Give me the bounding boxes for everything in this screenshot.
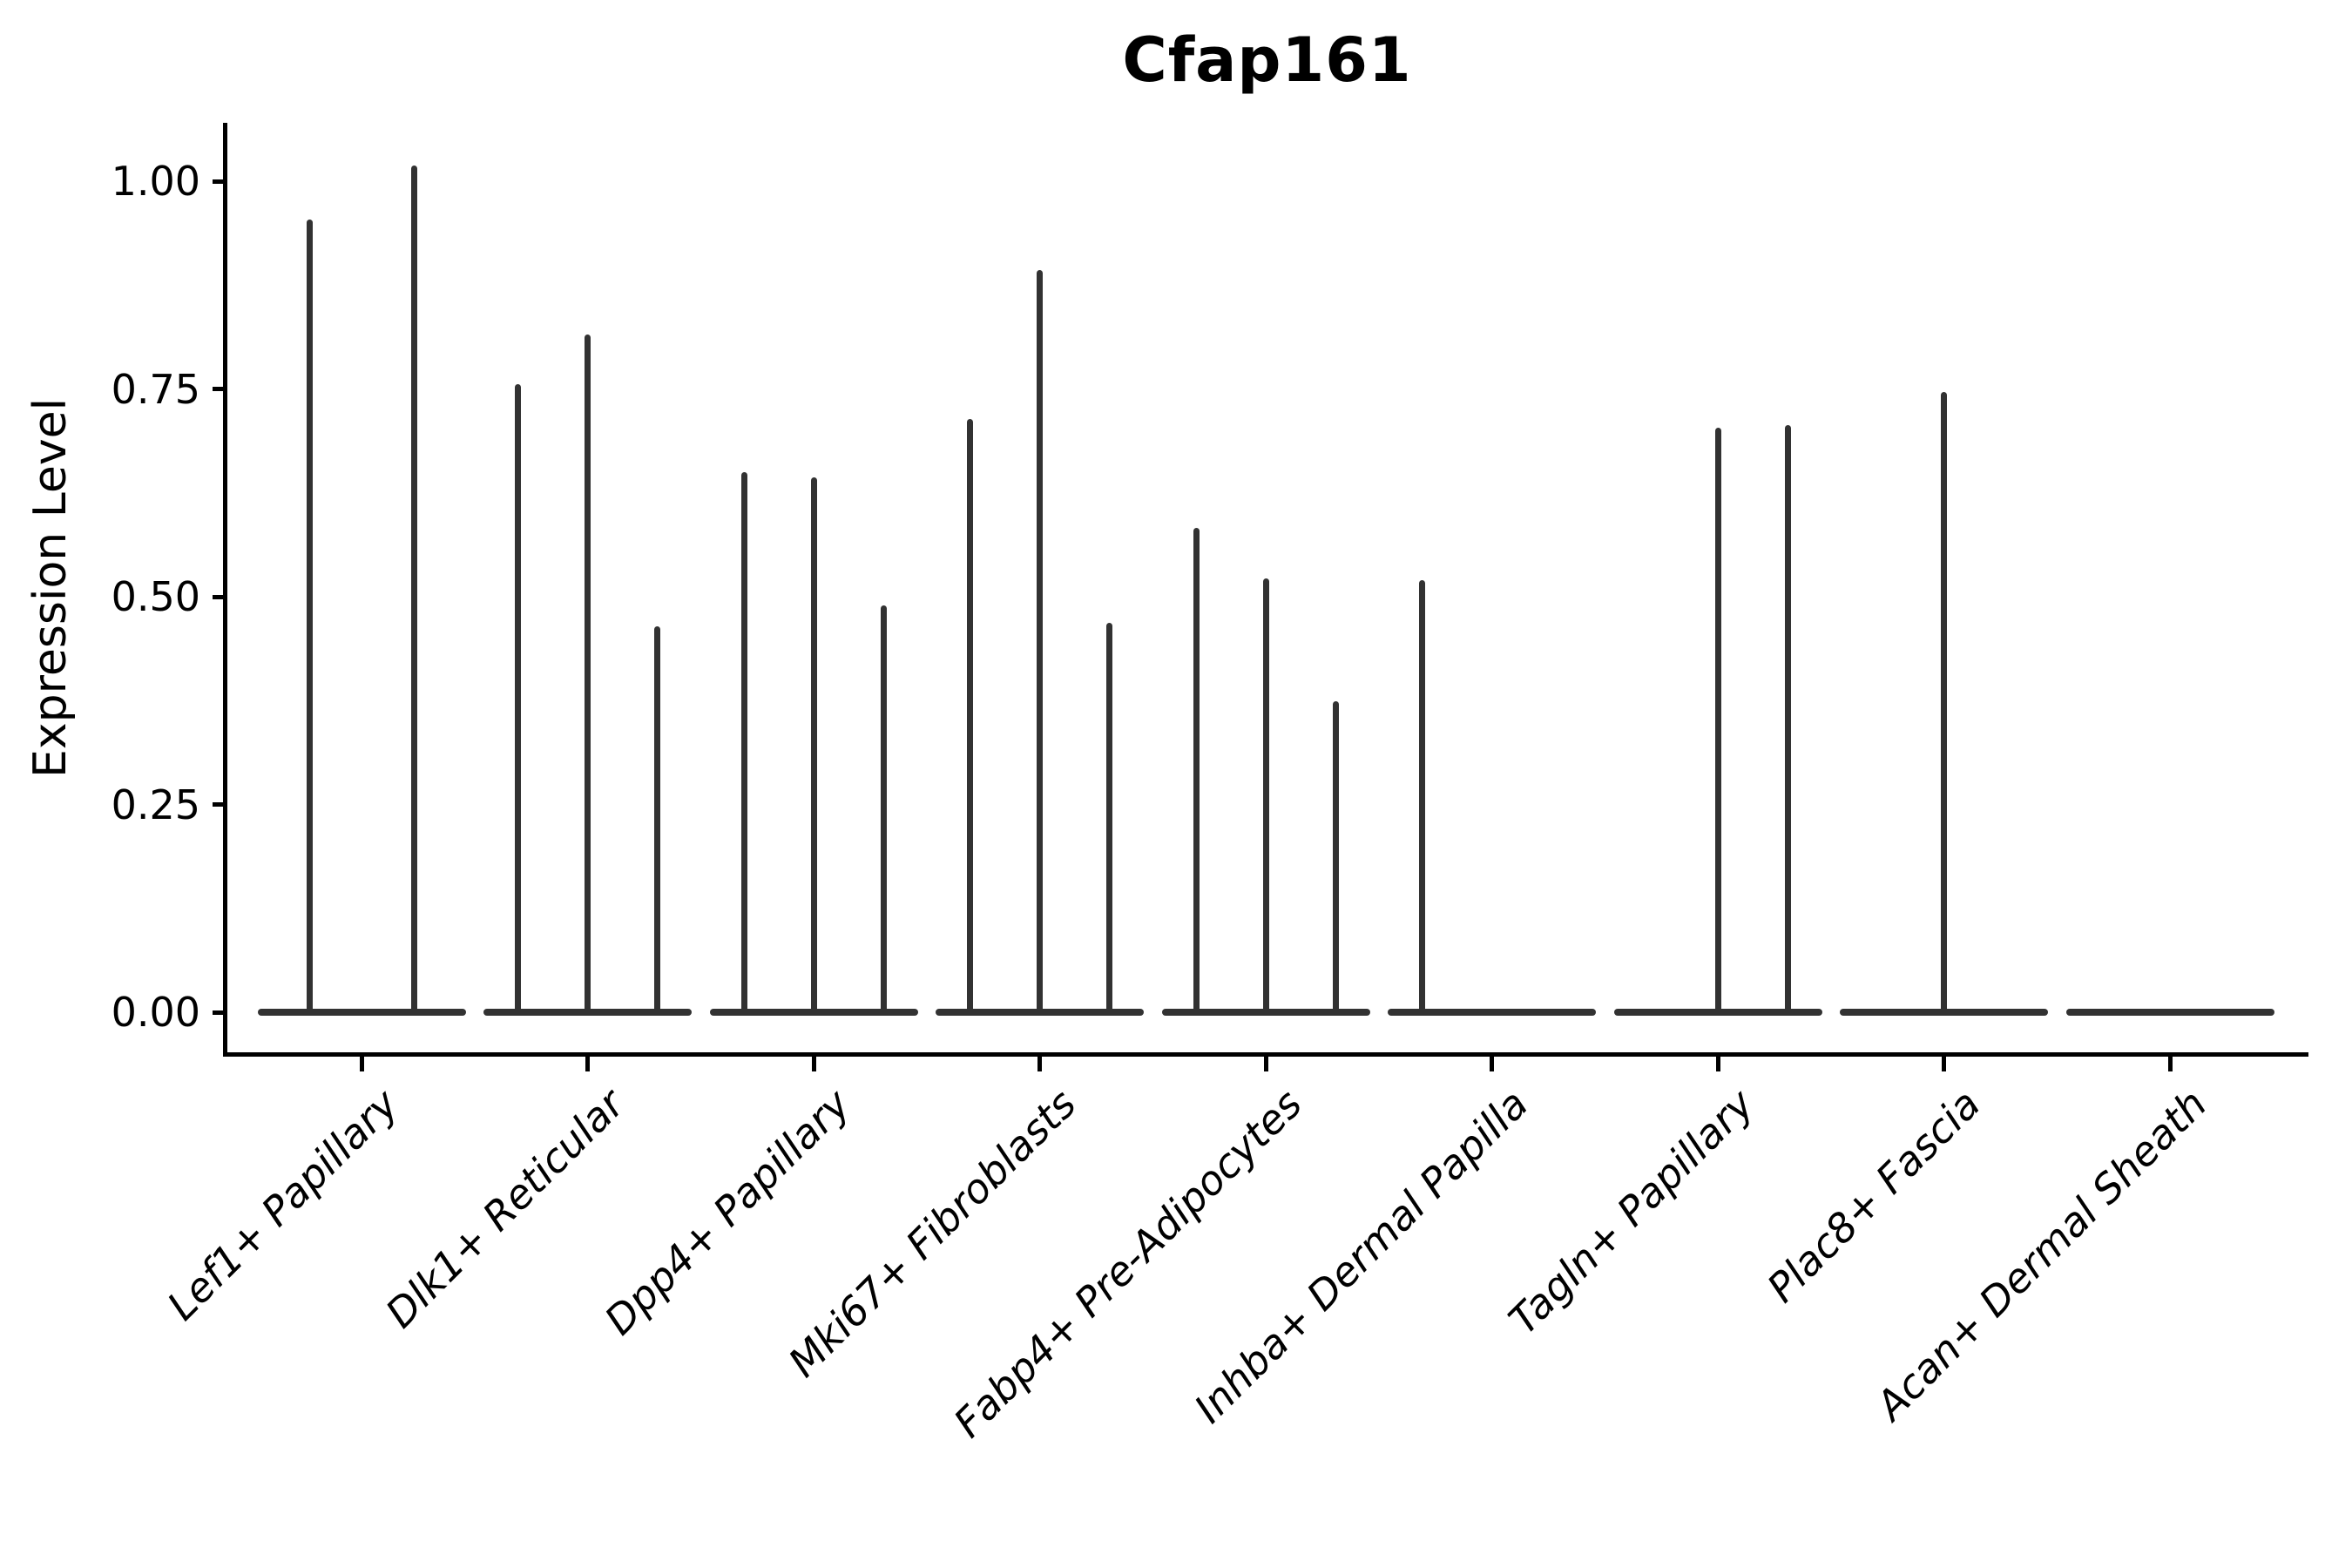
violin-spike: [410, 165, 417, 1012]
violin-spike: [810, 476, 817, 1012]
violin-spike: [967, 418, 973, 1012]
violin-spike: [1784, 425, 1791, 1012]
x-tick-mark: [1490, 1057, 1494, 1071]
y-tick-label: 1.00: [111, 158, 200, 205]
x-tick-mark: [811, 1057, 816, 1071]
violin-base: [483, 1009, 692, 1016]
violin-spike: [1714, 428, 1721, 1012]
x-tick-mark: [359, 1057, 364, 1071]
violin-base: [936, 1009, 1144, 1016]
violin-spike: [515, 383, 521, 1012]
violin-spike: [880, 605, 887, 1012]
violin-spike: [1332, 701, 1339, 1012]
x-tick-label: Dpp4+ Papillary: [595, 1080, 860, 1344]
violin-base: [257, 1009, 466, 1016]
x-tick-mark: [1942, 1057, 1946, 1071]
x-tick-mark: [1037, 1057, 1042, 1071]
violin-base: [1388, 1009, 1596, 1016]
violin-base: [1840, 1009, 2048, 1016]
y-tick-label: 0.00: [111, 989, 200, 1036]
violin-spike: [1262, 578, 1269, 1012]
violin-spike: [1037, 270, 1043, 1012]
y-axis-spine: [223, 123, 227, 1057]
y-tick-mark: [213, 179, 225, 184]
violin-base: [1161, 1009, 1370, 1016]
violin-spike: [1106, 622, 1112, 1012]
chart-title: Cfap161: [1122, 24, 1412, 96]
x-tick-label: Lef1+ Papillary: [158, 1080, 408, 1329]
y-tick-mark: [213, 594, 225, 599]
x-tick-label: Dlk1+ Reticular: [376, 1080, 633, 1337]
violin-spike: [1419, 579, 1425, 1012]
y-tick-mark: [213, 1010, 225, 1015]
violin-base: [1613, 1009, 1822, 1016]
x-tick-mark: [2167, 1057, 2173, 1071]
y-tick-mark: [213, 387, 225, 391]
violin-spike: [585, 335, 591, 1012]
y-tick-label: 0.50: [111, 573, 200, 620]
y-tick-label: 0.75: [111, 365, 200, 413]
x-tick-label: Plac8+ Fascia: [1758, 1080, 1990, 1312]
x-tick-label: Tagln+ Papillary: [1499, 1080, 1764, 1344]
violin-base: [2065, 1009, 2274, 1016]
violin-base: [709, 1009, 918, 1016]
x-tick-mark: [1715, 1057, 1720, 1071]
violin-spike: [654, 626, 660, 1012]
violin-spike: [1941, 392, 1947, 1012]
y-tick-label: 0.25: [111, 781, 200, 828]
x-axis-spine: [223, 1052, 2308, 1057]
x-tick-mark: [585, 1057, 590, 1071]
x-tick-mark: [1263, 1057, 1268, 1071]
violin-spike: [306, 219, 313, 1012]
violin-spike: [1193, 527, 1200, 1012]
y-tick-mark: [213, 802, 225, 807]
violin-spike: [740, 471, 747, 1012]
